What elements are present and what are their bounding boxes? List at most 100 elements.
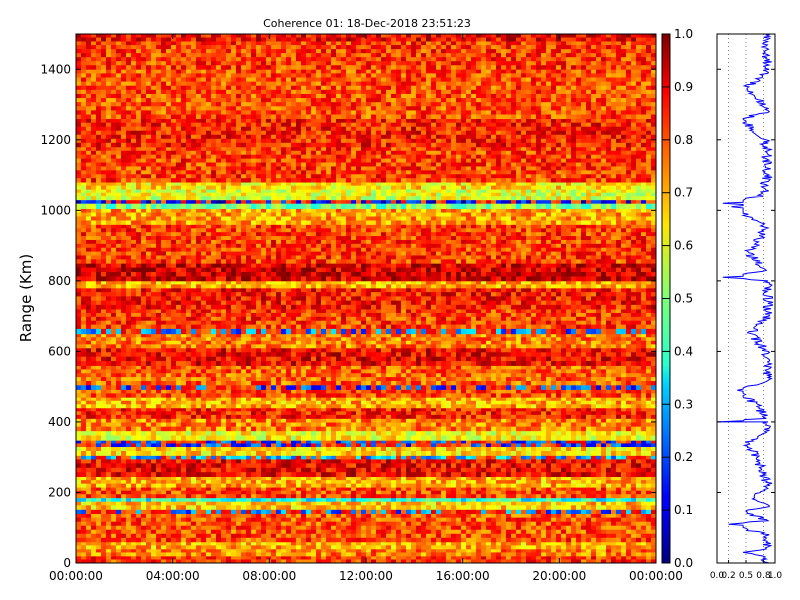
heatmap-cell — [646, 407, 652, 412]
heatmap-cell — [316, 458, 322, 464]
heatmap-cell — [496, 490, 502, 495]
heatmap-cell — [241, 397, 247, 402]
heatmap-cell — [636, 513, 642, 519]
heatmap-cell — [146, 455, 152, 460]
heatmap-cell — [576, 414, 582, 419]
heatmap-cell — [356, 533, 362, 539]
heatmap-cell — [211, 404, 217, 409]
heatmap-cell — [566, 537, 572, 543]
heatmap-cell — [641, 501, 647, 506]
heatmap-cell — [206, 443, 212, 448]
heatmap-cell — [621, 467, 627, 473]
heatmap-cell — [401, 458, 407, 464]
heatmap-cell — [346, 426, 352, 432]
heatmap-cell — [246, 411, 252, 416]
heatmap-cell — [441, 537, 447, 543]
heatmap-cell — [361, 548, 367, 553]
heatmap-cell — [191, 446, 197, 452]
heatmap-cell — [231, 521, 237, 527]
heatmap-cell — [76, 552, 82, 557]
heatmap-cell — [141, 400, 147, 405]
heatmap-cell — [271, 458, 277, 464]
heatmap-cell — [416, 455, 422, 460]
heatmap-cell — [181, 529, 187, 535]
heatmap-cell — [351, 446, 357, 452]
heatmap-cell — [496, 548, 502, 553]
heatmap-cell — [436, 548, 442, 553]
heatmap-cell — [76, 455, 82, 460]
heatmap-cell — [526, 497, 532, 502]
heatmap-cell — [186, 501, 192, 506]
heatmap-cell — [596, 513, 602, 519]
heatmap-cell — [346, 443, 352, 448]
heatmap-cell — [351, 545, 357, 550]
heatmap-cell — [401, 407, 407, 412]
heatmap-cell — [316, 422, 322, 428]
heatmap-cell — [211, 422, 217, 428]
heatmap-cell — [431, 472, 437, 477]
heatmap-cell — [91, 537, 97, 543]
heatmap-cell — [241, 537, 247, 543]
heatmap-cell — [591, 463, 597, 469]
heatmap-cell — [531, 537, 537, 543]
heatmap-cell — [286, 529, 292, 535]
heatmap-cell — [506, 407, 512, 412]
heatmap-cell — [386, 404, 392, 409]
heatmap-cell — [136, 525, 142, 531]
heatmap-cell — [246, 513, 252, 519]
heatmap-cell — [431, 451, 437, 456]
heatmap-cell — [441, 407, 447, 412]
heatmap-cell — [616, 505, 622, 510]
heatmap-cell — [561, 483, 567, 488]
heatmap-cell — [76, 463, 82, 469]
heatmap-cell — [186, 548, 192, 553]
heatmap-cell — [416, 537, 422, 543]
heatmap-cell — [486, 440, 492, 444]
heatmap-cell — [631, 472, 637, 477]
heatmap-cell — [341, 494, 347, 499]
heatmap-cell — [566, 509, 572, 515]
heatmap-cell — [376, 446, 382, 452]
heatmap-cell — [511, 545, 517, 550]
heatmap-cell — [416, 480, 422, 485]
heatmap-cell — [526, 440, 532, 444]
heatmap-cell — [386, 555, 392, 560]
heatmap-cell — [341, 517, 347, 523]
heatmap-cell — [336, 552, 342, 557]
heatmap-cell — [511, 435, 517, 441]
heatmap-cell — [636, 521, 642, 527]
heatmap-cell — [591, 541, 597, 546]
heatmap-cell — [546, 411, 552, 416]
heatmap-cell — [126, 529, 132, 535]
heatmap-cell — [541, 467, 547, 473]
heatmap-cell — [561, 400, 567, 405]
heatmap-cell — [291, 483, 297, 488]
heatmap-cell — [321, 422, 327, 428]
heatmap-cell — [161, 555, 167, 560]
heatmap-cell — [556, 559, 562, 564]
heatmap-cell — [391, 440, 397, 444]
heatmap-cell — [196, 435, 202, 441]
heatmap-cell — [481, 552, 487, 557]
heatmap-cell — [361, 552, 367, 557]
heatmap-cell — [351, 451, 357, 456]
heatmap-cell — [256, 501, 262, 506]
heatmap-cell — [116, 411, 122, 416]
heatmap-cell — [426, 545, 432, 550]
heatmap-cell — [586, 458, 592, 464]
heatmap-cell — [466, 426, 472, 432]
heatmap-cell — [481, 400, 487, 405]
heatmap-cell — [91, 463, 97, 469]
heatmap-cell — [471, 494, 477, 499]
heatmap-cell — [536, 440, 542, 444]
heatmap-cell — [206, 480, 212, 485]
heatmap-cell — [301, 521, 307, 527]
heatmap-cell — [506, 517, 512, 523]
heatmap-cell — [366, 525, 372, 531]
heatmap-cell — [406, 509, 412, 515]
heatmap-cell — [496, 555, 502, 560]
heatmap-cell — [626, 426, 632, 432]
heatmap-cell — [466, 397, 472, 402]
heatmap-cell — [246, 494, 252, 499]
heatmap-cell — [481, 483, 487, 488]
